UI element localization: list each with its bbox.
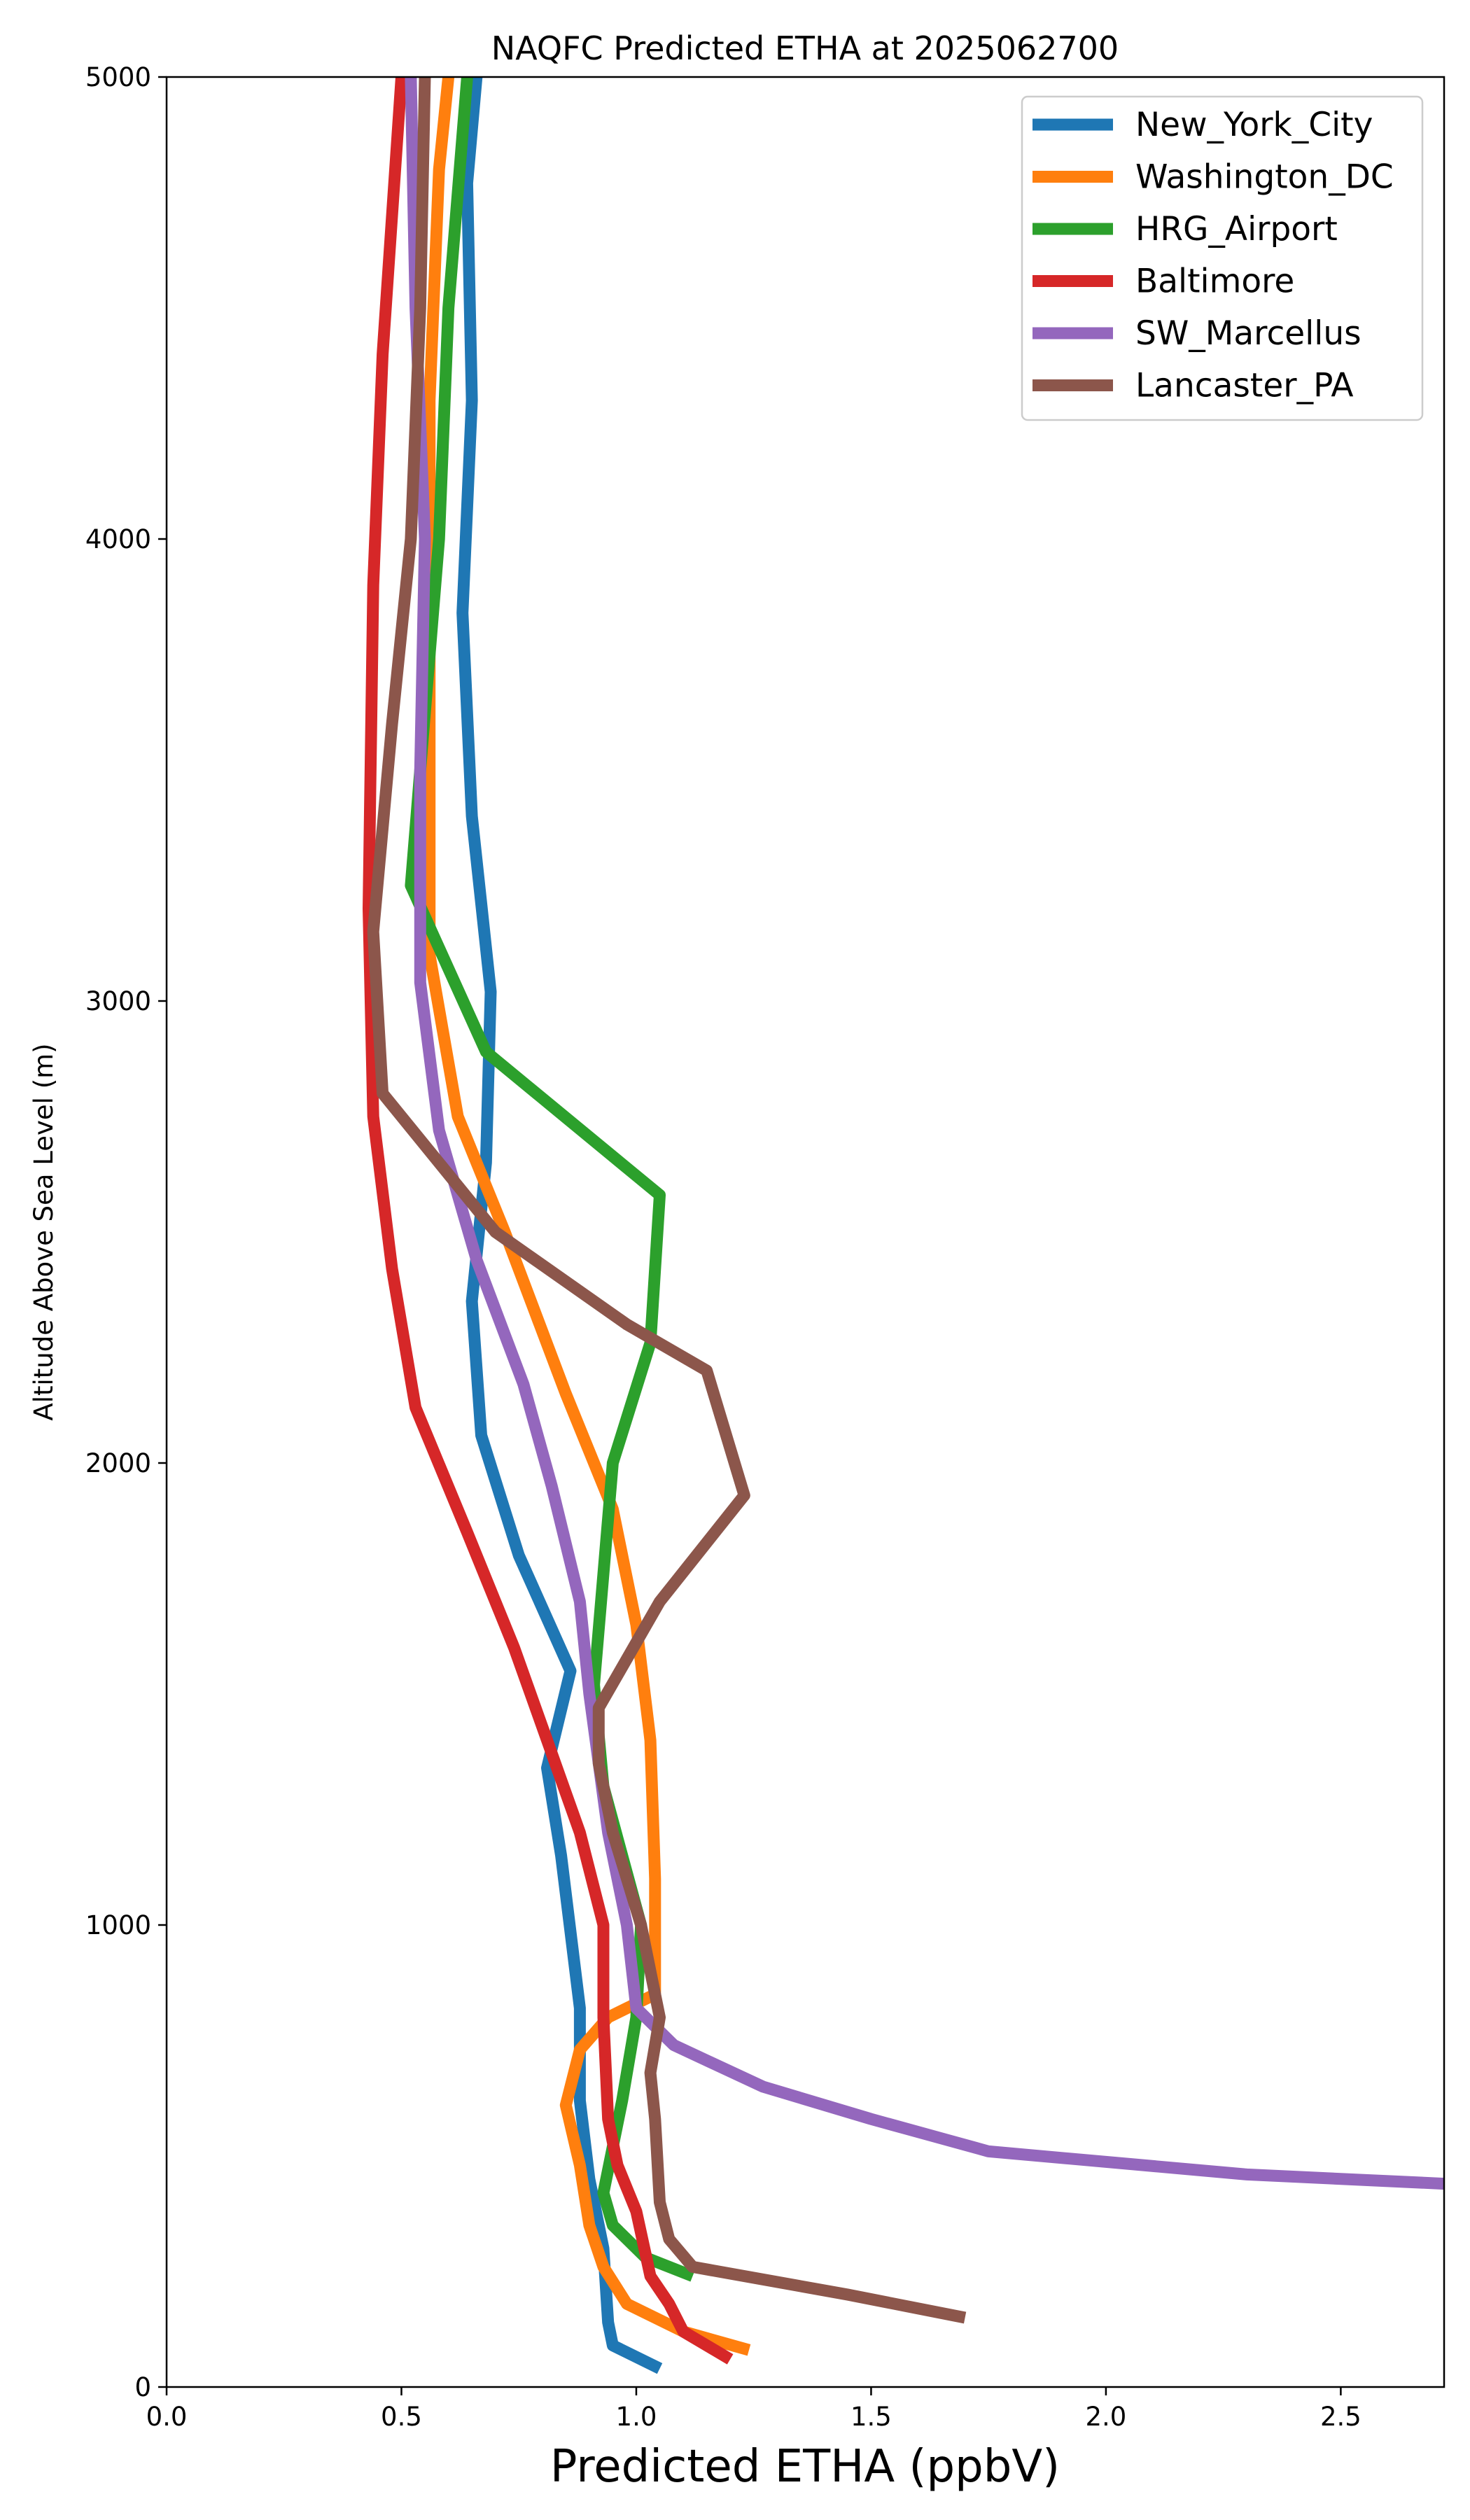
x-tick-label: 0.5 xyxy=(381,2402,422,2432)
legend-label: SW_Marcellus xyxy=(1135,314,1362,353)
x-tick-label: 2.0 xyxy=(1085,2402,1126,2432)
chart-title: NAQFC Predicted ETHA at 2025062700 xyxy=(491,29,1119,67)
legend-label: Washington_DC xyxy=(1135,158,1394,197)
x-tick-label: 1.0 xyxy=(616,2402,657,2432)
series-line-washington-dc xyxy=(424,77,751,2356)
y-tick-label: 1000 xyxy=(85,1910,151,1940)
series-line-lancaster-pa xyxy=(367,77,967,2324)
legend-label: Lancaster_PA xyxy=(1135,367,1354,405)
series-line-sw-marcellus xyxy=(405,77,1444,2190)
y-tick-label: 0 xyxy=(134,2372,151,2402)
x-tick-label: 2.5 xyxy=(1320,2402,1362,2432)
y-axis: 0 1000 2000 3000 4000 5000 xyxy=(85,62,167,2402)
legend-label: HRG_Airport xyxy=(1135,210,1338,248)
x-tick-label: 1.5 xyxy=(850,2402,892,2432)
series-line-new-york-city xyxy=(456,77,663,2374)
y-axis-label: Altitude Above Sea Level (m) xyxy=(29,1043,59,1420)
legend-label: Baltimore xyxy=(1135,262,1294,301)
y-tick-label: 3000 xyxy=(85,986,151,1016)
plot-frame xyxy=(165,76,1446,2388)
legend-box xyxy=(1021,95,1424,421)
y-tick-label: 2000 xyxy=(85,1448,151,1478)
legend: New_York_City Washington_DC HRG_Airport Bal… xyxy=(1021,95,1424,421)
x-axis: 0.0 0.5 1.0 1.5 2.0 2.5 xyxy=(146,2387,1362,2432)
legend-label: New_York_City xyxy=(1135,106,1373,144)
series-lines xyxy=(363,77,1444,2374)
y-tick-label: 4000 xyxy=(85,524,151,554)
y-tick-label: 5000 xyxy=(85,62,151,92)
x-tick-label: 0.0 xyxy=(146,2402,188,2432)
x-axis-label: Predicted ETHA (ppbV) xyxy=(550,2441,1060,2493)
